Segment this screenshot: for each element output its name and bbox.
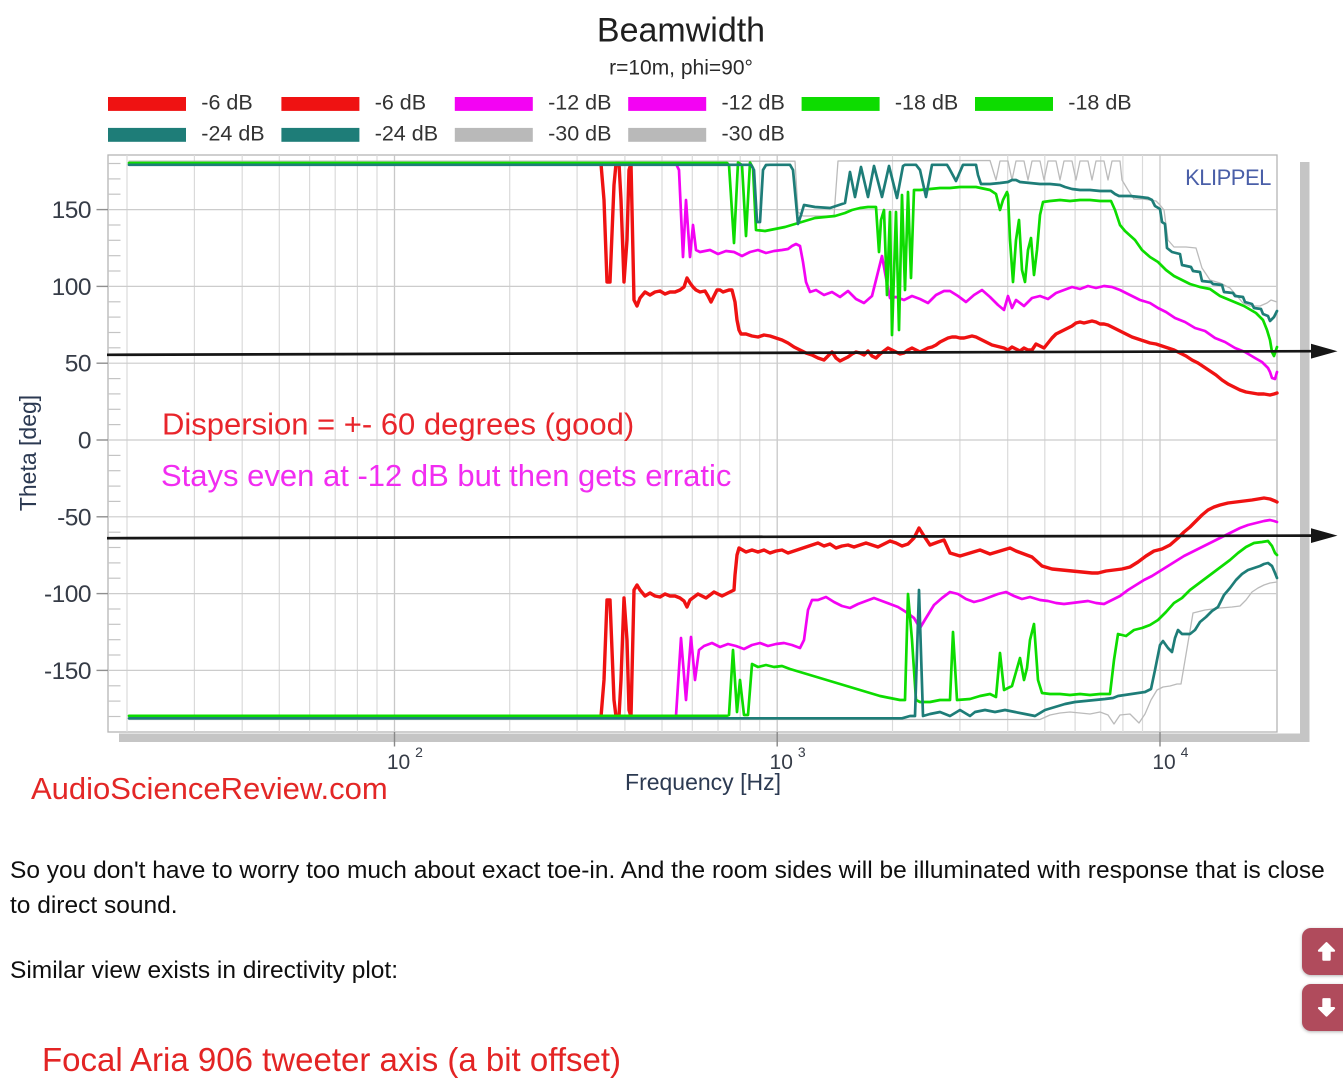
- svg-text:Frequency [Hz]: Frequency [Hz]: [625, 769, 781, 795]
- svg-text:Dispersion = +- 60 degrees (go: Dispersion = +- 60 degrees (good): [162, 407, 634, 442]
- svg-text:2: 2: [415, 744, 423, 760]
- svg-text:10: 10: [1152, 751, 1175, 774]
- svg-text:-30 dB: -30 dB: [548, 122, 611, 146]
- svg-text:-50: -50: [57, 504, 91, 531]
- svg-text:-18 dB: -18 dB: [1068, 91, 1131, 115]
- svg-text:-6 dB: -6 dB: [201, 91, 252, 115]
- svg-text:0: 0: [78, 428, 91, 455]
- svg-text:150: 150: [52, 197, 91, 224]
- svg-text:-30 dB: -30 dB: [722, 122, 785, 146]
- svg-text:-18 dB: -18 dB: [895, 91, 958, 115]
- svg-text:-12 dB: -12 dB: [548, 91, 611, 115]
- svg-text:-12 dB: -12 dB: [722, 91, 785, 115]
- svg-text:r=10m, phi=90°: r=10m, phi=90°: [609, 57, 753, 80]
- svg-text:AudioScienceReview.com: AudioScienceReview.com: [31, 771, 388, 806]
- svg-text:-24 dB: -24 dB: [201, 122, 264, 146]
- svg-text:100: 100: [52, 274, 91, 301]
- svg-text:-24 dB: -24 dB: [375, 122, 438, 146]
- svg-text:50: 50: [65, 351, 91, 378]
- svg-text:KLIPPEL: KLIPPEL: [1185, 165, 1271, 190]
- svg-text:-6 dB: -6 dB: [375, 91, 426, 115]
- svg-text:Stays even at -12 dB but then: Stays even at -12 dB but then gets errat…: [161, 458, 731, 493]
- svg-text:-100: -100: [44, 581, 91, 608]
- svg-text:10: 10: [770, 751, 793, 774]
- svg-text:-150: -150: [44, 658, 91, 685]
- svg-text:Beamwidth: Beamwidth: [597, 12, 765, 50]
- svg-text:10: 10: [387, 751, 410, 774]
- svg-text:4: 4: [1181, 744, 1189, 760]
- svg-text:3: 3: [798, 744, 806, 760]
- svg-text:Theta [deg]: Theta [deg]: [15, 395, 41, 511]
